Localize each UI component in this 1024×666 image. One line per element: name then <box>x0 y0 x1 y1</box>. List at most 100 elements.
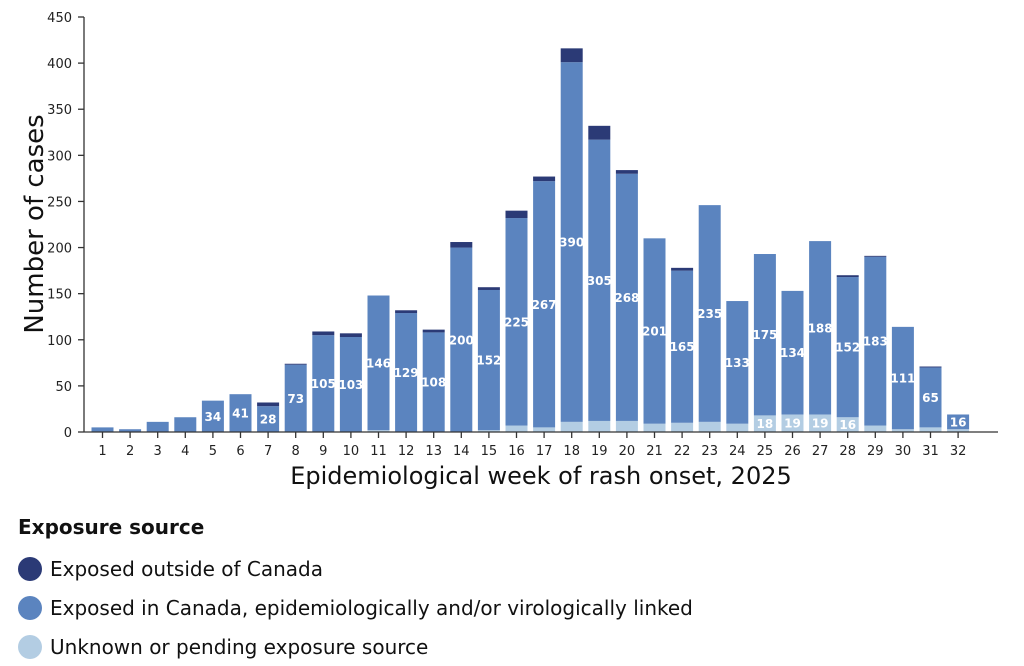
bar-segment <box>919 367 942 428</box>
bar-segment <box>919 366 942 368</box>
x-tick-label: 9 <box>319 444 327 459</box>
bar-value-label: 225 <box>504 315 529 329</box>
x-tick-label: 12 <box>398 444 415 459</box>
x-tick-label: 21 <box>646 444 663 459</box>
x-tick-label: 3 <box>154 444 162 459</box>
bar-segment <box>146 421 169 432</box>
bar-value-label: 19 <box>784 417 801 431</box>
bar-segment <box>533 176 556 182</box>
bar-value-label: 133 <box>725 356 750 370</box>
bar-value-label: 65 <box>922 391 939 405</box>
x-tick-label: 26 <box>784 444 801 459</box>
bar-value-label: 103 <box>338 378 363 392</box>
bar-segment <box>836 417 859 432</box>
bar-segment <box>643 423 666 432</box>
bars <box>91 48 970 432</box>
x-tick-label: 23 <box>701 444 718 459</box>
legend-swatch <box>18 595 42 620</box>
bar-segment <box>864 256 887 426</box>
bar-segment <box>284 364 307 432</box>
bar-segment <box>505 218 528 426</box>
bar-segment <box>533 427 556 432</box>
y-tick-label: 100 <box>47 334 72 349</box>
x-tick-label: 6 <box>236 444 244 459</box>
bar-segment <box>615 420 638 432</box>
bar-value-label: 28 <box>260 413 277 427</box>
bar-segment <box>450 247 473 432</box>
bar-segment <box>339 333 362 338</box>
legend-title: Exposure source <box>18 515 205 539</box>
bar-segment <box>615 173 638 421</box>
bar-segment <box>809 241 832 415</box>
bar-segment <box>671 267 694 271</box>
bar-segment <box>450 242 473 248</box>
bar-segment <box>477 430 500 432</box>
bar-segment <box>836 277 859 418</box>
x-tick-label: 2 <box>126 444 134 459</box>
bar-value-label: 152 <box>835 341 860 355</box>
legend-swatch <box>18 556 42 581</box>
bar-value-label: 201 <box>642 325 667 339</box>
x-tick-label: 4 <box>181 444 189 459</box>
bar-segment <box>229 394 252 432</box>
bar-segment <box>339 337 362 432</box>
bar-value-label: 200 <box>449 333 474 347</box>
x-tick-label: 29 <box>867 444 884 459</box>
bar-segment <box>257 406 280 432</box>
bar-value-label: 175 <box>752 328 777 342</box>
bar-value-label: 129 <box>394 366 419 380</box>
legend-swatch <box>18 634 42 659</box>
bar-segment <box>477 289 500 431</box>
bar-segment <box>836 275 859 278</box>
y-tick-label: 450 <box>47 11 72 26</box>
bar-segment <box>891 326 914 430</box>
bar-value-label: 390 <box>559 236 584 250</box>
bar-segment <box>588 420 611 432</box>
bar-segment <box>947 429 970 432</box>
y-tick-label: 350 <box>47 103 72 118</box>
bar-segment <box>864 255 887 257</box>
bar-segment <box>781 414 804 432</box>
x-tick-label: 20 <box>619 444 636 459</box>
x-tick-label: 1 <box>98 444 106 459</box>
x-tick-label: 30 <box>895 444 912 459</box>
x-tick-label: 13 <box>425 444 442 459</box>
legend-item-in-canada: Exposed in Canada, epidemiologically and… <box>18 588 693 627</box>
x-tick-label: 16 <box>508 444 525 459</box>
bar-value-label: 152 <box>476 354 501 368</box>
y-tick-label: 250 <box>47 195 72 210</box>
bar-segment <box>643 238 666 424</box>
x-tick-label: 28 <box>839 444 856 459</box>
x-tick-label: 17 <box>536 444 553 459</box>
x-tick-label: 5 <box>209 444 217 459</box>
bar-value-label: 268 <box>614 291 639 305</box>
legend-item-unknown: Unknown or pending exposure source <box>18 627 693 666</box>
bar-segment <box>726 423 749 432</box>
bar-segment <box>422 329 445 333</box>
bar-segment <box>505 425 528 432</box>
legend-label: Unknown or pending exposure source <box>50 634 429 659</box>
bar-segment <box>174 417 197 432</box>
bar-value-label: 16 <box>950 415 967 429</box>
bar-segment <box>698 421 721 432</box>
legend-label: Exposed outside of Canada <box>50 556 324 581</box>
bar-segment <box>671 270 694 423</box>
y-axis-title: Number of cases <box>20 114 50 333</box>
x-axis: 1 2 3 4 5 6 7 8 9 10 11 12 13 14 15 16 17 18 19 20 21 22 23 24 2… <box>84 431 998 459</box>
x-tick-label: 14 <box>453 444 470 459</box>
bar-segment <box>588 125 611 140</box>
bar-segment <box>119 429 142 432</box>
bar-segment <box>560 62 583 422</box>
bar-value-label: 134 <box>780 346 805 360</box>
bar-segment <box>947 414 970 430</box>
bar-value-label: 235 <box>697 307 722 321</box>
bar-segment <box>588 139 611 421</box>
bar-value-label: 165 <box>670 340 695 354</box>
bar-segment <box>367 295 390 431</box>
y-tick-label: 300 <box>47 149 72 164</box>
legend-item-outside-canada: Exposed outside of Canada <box>18 549 693 588</box>
bar-segment <box>919 427 942 432</box>
x-tick-label: 8 <box>292 444 300 459</box>
x-tick-label: 7 <box>264 444 272 459</box>
